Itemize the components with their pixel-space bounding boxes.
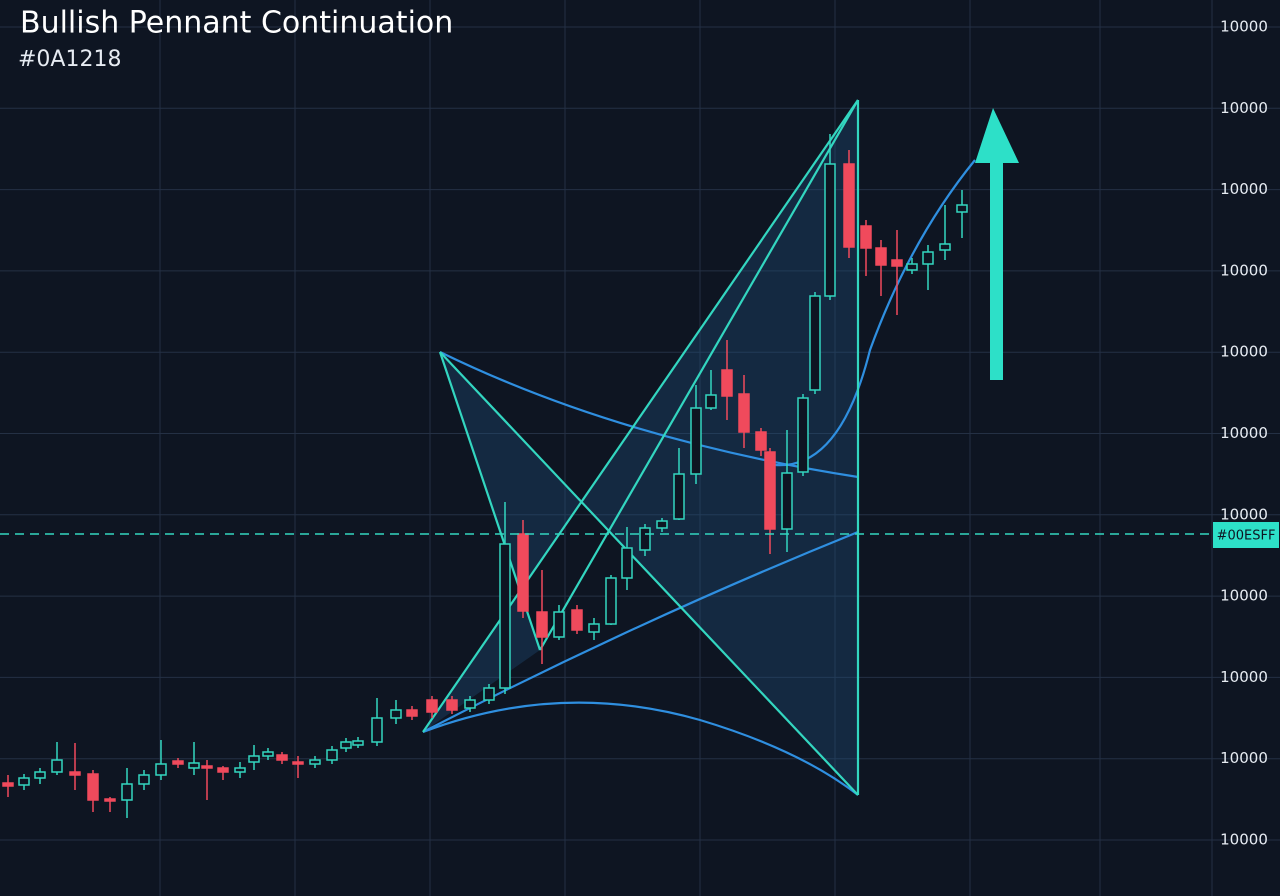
candle-body [352, 740, 364, 746]
axis-label: 10000 [1220, 261, 1268, 279]
candle-body [426, 699, 438, 713]
candle-body [340, 741, 352, 749]
axis-label: 10000 [1220, 343, 1268, 361]
candle-body [639, 527, 651, 551]
candle-body [843, 163, 855, 248]
candle-body [705, 394, 717, 409]
axis-label: 10000 [1220, 180, 1268, 198]
candle-body [797, 397, 809, 473]
axis-label: 10000 [1220, 749, 1268, 767]
axis-label: 10000 [1220, 424, 1268, 442]
candle-body [51, 759, 63, 773]
curve [422, 701, 859, 796]
line [439, 351, 859, 796]
candle-body [217, 767, 229, 773]
candle-body [87, 773, 99, 801]
candle-body [891, 259, 903, 267]
candle-body [18, 777, 30, 786]
axis-label: 10000 [1220, 831, 1268, 849]
candle-body [390, 709, 402, 719]
title: Bullish Pennant Continuation [20, 6, 453, 41]
candle-body [326, 749, 338, 761]
axis-label: 10000 [1220, 587, 1268, 605]
candle-body [262, 751, 274, 757]
axis-label: 10000 [1220, 505, 1268, 523]
candle-body [571, 609, 583, 631]
pattern-fill [423, 100, 858, 795]
candle-body [406, 709, 418, 717]
candle-body [536, 611, 548, 638]
axis-label: 10000 [1220, 18, 1268, 36]
candle-body [121, 783, 133, 801]
pennant-pattern [422, 99, 976, 796]
candle-body [906, 263, 918, 271]
candle-body [276, 754, 288, 761]
subtitle: #0A1218 [18, 47, 121, 72]
candle-body [483, 687, 495, 701]
candle-body [824, 163, 836, 297]
candle-body [690, 407, 702, 475]
candle-body [553, 611, 565, 638]
candle-body [673, 473, 685, 520]
price-tag-box [1213, 522, 1279, 548]
candle-body [956, 204, 968, 213]
axis-label: 10000 [1220, 99, 1268, 117]
candle-body [446, 699, 458, 711]
candle-body [371, 717, 383, 743]
cyan-lines [422, 99, 860, 796]
price-tag: #00ESFF [1217, 529, 1276, 544]
candle-body [809, 295, 821, 391]
candle-body [499, 543, 511, 689]
candle-body [517, 533, 529, 612]
candle-body [764, 451, 776, 530]
blue-curves [422, 159, 976, 796]
candle-body [721, 369, 733, 397]
candle-body [138, 774, 150, 785]
candle-body [309, 759, 321, 765]
curve [774, 159, 976, 467]
candle-body [781, 472, 793, 530]
candle-body [234, 767, 246, 773]
candle-body [875, 247, 887, 266]
candle-body [939, 243, 951, 251]
axis-labels: 10000 10000 10000 10000 10000 10000 10000 10000… [1220, 18, 1268, 849]
axis-label: 10000 [1220, 668, 1268, 686]
candle-body [248, 755, 260, 763]
candle-body [155, 763, 167, 776]
candle-body [656, 520, 668, 529]
candle-body [201, 765, 213, 769]
candle-body [188, 762, 200, 769]
candle-body [755, 431, 767, 451]
line [539, 99, 859, 651]
candle-body [860, 225, 872, 249]
candle-body [2, 782, 14, 787]
arrow-head [975, 108, 1019, 163]
candle-body [621, 547, 633, 579]
candle-body [738, 393, 750, 433]
curve [439, 351, 859, 479]
curve [422, 530, 859, 733]
candle-body [292, 761, 304, 765]
candles [2, 134, 968, 818]
arrow-shaft [990, 158, 1003, 380]
candle-body [922, 251, 934, 265]
candle-body [104, 798, 116, 802]
candle-body [69, 771, 81, 776]
up-arrow [975, 108, 1019, 380]
candle-body [588, 623, 600, 633]
candle-body [464, 699, 476, 709]
candle-body [172, 760, 184, 765]
line [422, 99, 859, 733]
candle-body [34, 771, 46, 779]
candle-body [605, 577, 617, 625]
